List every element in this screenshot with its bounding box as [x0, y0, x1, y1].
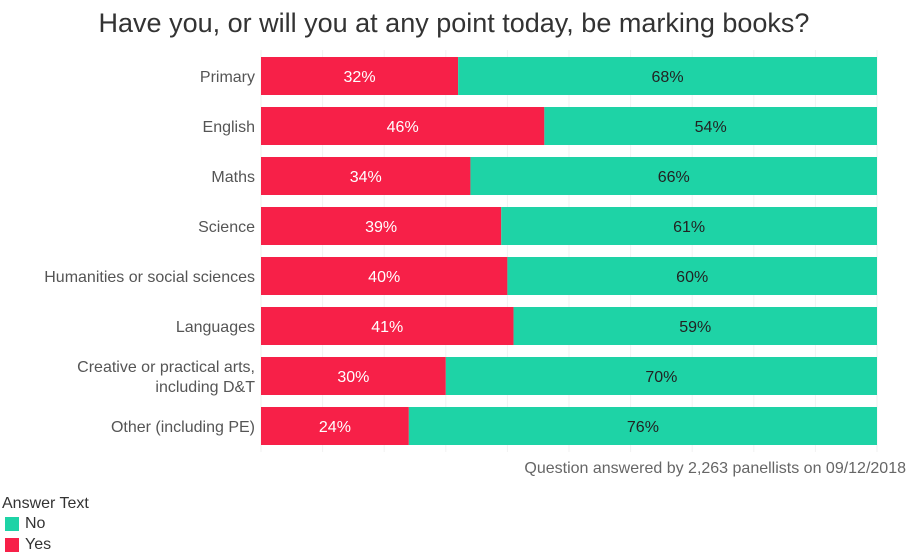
category-label: Primary [200, 69, 255, 86]
data-label-no: 59% [679, 319, 711, 336]
data-label-yes: 32% [344, 69, 376, 86]
category-label: Humanities or social sciences [44, 269, 255, 286]
data-label-yes: 30% [337, 369, 369, 386]
bar-no [544, 107, 877, 145]
data-label-no: 70% [645, 369, 677, 386]
legend-item-yes[interactable]: Yes [5, 534, 89, 555]
bar-yes [261, 357, 446, 395]
data-label-no: 54% [695, 119, 727, 136]
bar-no [408, 407, 877, 445]
data-label-yes: 34% [350, 169, 382, 186]
legend-swatch-no [5, 516, 19, 531]
bar-no [458, 57, 877, 95]
bar-no [501, 207, 877, 245]
data-label-no: 66% [658, 169, 690, 186]
data-label-no: 68% [652, 69, 684, 86]
bar-yes [261, 407, 409, 445]
legend-item-no[interactable]: No [5, 513, 89, 534]
chart-plot: Primary 32% 68% English 46% 54% Maths 34% 66% Sci… [44, 50, 878, 452]
bar-no [470, 157, 877, 195]
bar-yes [261, 157, 471, 195]
category-label: Science [198, 219, 255, 236]
category-label: Languages [176, 319, 255, 336]
data-label-yes: 40% [368, 269, 400, 286]
bar-yes [261, 257, 508, 295]
bar-no [445, 357, 877, 395]
data-label-no: 61% [673, 219, 705, 236]
category-label: Creative or practical arts, including D&T [77, 359, 255, 396]
legend-label-no: No [25, 514, 46, 532]
data-label-yes: 24% [319, 419, 351, 436]
bar-no [507, 257, 877, 295]
category-label: Maths [211, 169, 255, 186]
bar-yes [261, 307, 514, 345]
chart-note: Question answered by 2,263 panellists on… [524, 460, 906, 477]
legend-title: Answer Text [2, 495, 89, 512]
category-label: Other (including PE) [111, 419, 255, 436]
data-label-yes: 39% [365, 219, 397, 236]
bar-yes [261, 57, 459, 95]
bar-no [513, 307, 877, 345]
legend-label-yes: Yes [25, 535, 52, 553]
data-label-yes: 46% [387, 119, 419, 136]
category-label: English [203, 119, 255, 136]
legend-swatch-yes [5, 537, 19, 552]
legend: Answer Text No Yes [2, 495, 89, 555]
chart-title: Have you, or will you at any point today… [98, 8, 810, 38]
data-label-no: 60% [676, 269, 708, 286]
bar-yes [261, 207, 502, 245]
data-label-no: 76% [627, 419, 659, 436]
bar-yes [261, 107, 545, 145]
data-label-yes: 41% [371, 319, 403, 336]
